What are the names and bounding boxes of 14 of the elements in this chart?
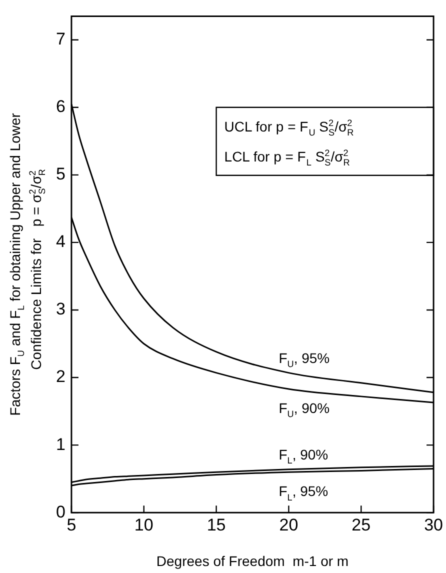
y-tick-label: 4: [56, 232, 66, 252]
y-tick-label: 0: [56, 502, 66, 522]
x-tick-label: 20: [279, 515, 298, 534]
y-tick-label: 1: [56, 434, 66, 454]
y-tick-label: 7: [56, 30, 66, 49]
x-axis-title: Degrees of Freedom m-1 or m: [156, 553, 349, 569]
x-tick-label: 25: [352, 515, 371, 534]
y-tick-label: 2: [56, 367, 66, 386]
y-tick-label: 6: [56, 97, 66, 116]
x-tick-label: 30: [424, 515, 444, 534]
y-tick-label: 5: [56, 164, 66, 184]
y-tick-label: 3: [56, 300, 66, 319]
x-tick-label: 15: [206, 515, 226, 534]
x-tick-label: 10: [134, 515, 154, 534]
